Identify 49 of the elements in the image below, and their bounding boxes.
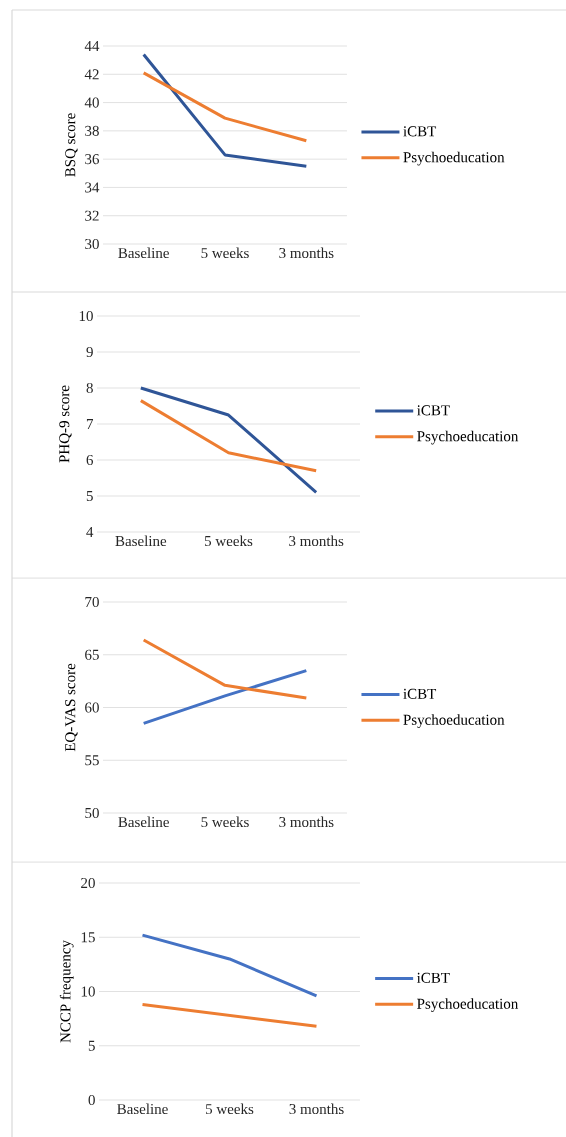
x-tick-label: Baseline — [117, 1103, 168, 1115]
y-tick-label: 40 — [84, 97, 99, 108]
legend-label: iCBT — [416, 972, 450, 983]
y-tick-label: 7 — [86, 419, 94, 429]
y-tick-label: 65 — [85, 649, 99, 660]
y-tick-label: 6 — [86, 454, 94, 466]
legend-label: iCBT — [403, 688, 437, 699]
x-tick-label: 3 months — [289, 535, 344, 547]
legend-label: iCBT — [417, 405, 450, 416]
y-tick-label: 70 — [85, 596, 99, 608]
y-axis-title: NCCP frequency — [59, 940, 74, 1043]
x-tick-label: 5 weeks — [206, 1103, 254, 1115]
y-tick-label: 20 — [81, 877, 95, 889]
y-tick-label: 38 — [85, 125, 99, 136]
x-tick-label: Baseline — [115, 535, 167, 547]
y-tick-label: 5 — [86, 491, 93, 501]
y-tick-label: 55 — [85, 755, 99, 766]
y-axis-title: PHQ-9 score — [59, 385, 72, 463]
y-tick-label: 5 — [88, 1040, 95, 1051]
y-tick-label: 0 — [88, 1094, 95, 1106]
legend-label: Psychoeducation — [403, 151, 505, 166]
legend-label: Psychoeducation — [417, 998, 519, 1012]
x-tick-label: Baseline — [118, 816, 169, 828]
y-tick-label: 15 — [81, 932, 95, 943]
x-tick-label: Baseline — [118, 247, 169, 259]
y-tick-label: 44 — [84, 41, 100, 51]
legend-label: Psychoeducation — [417, 430, 519, 445]
x-tick-label: 5 weeks — [201, 816, 249, 828]
y-tick-label: 10 — [79, 310, 93, 322]
x-tick-label: 3 months — [279, 816, 334, 828]
y-tick-label: 34 — [85, 182, 100, 193]
y-tick-label: 36 — [85, 154, 100, 165]
y-axis-title: BSQ score — [65, 113, 78, 177]
legend-label: Psychoeducation — [403, 714, 505, 728]
x-tick-label: 3 months — [279, 247, 334, 259]
y-axis-title: EQ-VAS score — [65, 663, 78, 752]
legend-label: iCBT — [403, 126, 437, 137]
x-tick-label: 5 weeks — [201, 247, 249, 259]
x-tick-label: 3 months — [289, 1103, 344, 1115]
y-tick-label: 8 — [86, 382, 93, 394]
y-tick-label: 32 — [85, 210, 99, 221]
y-tick-label: 42 — [84, 69, 99, 80]
x-tick-label: 5 weeks — [205, 535, 253, 547]
y-tick-label: 9 — [86, 346, 93, 358]
y-tick-label: 10 — [81, 986, 95, 997]
y-tick-label: 60 — [85, 702, 99, 713]
y-tick-label: 50 — [85, 807, 99, 819]
y-tick-label: 30 — [85, 238, 99, 250]
y-tick-label: 4 — [86, 527, 94, 537]
